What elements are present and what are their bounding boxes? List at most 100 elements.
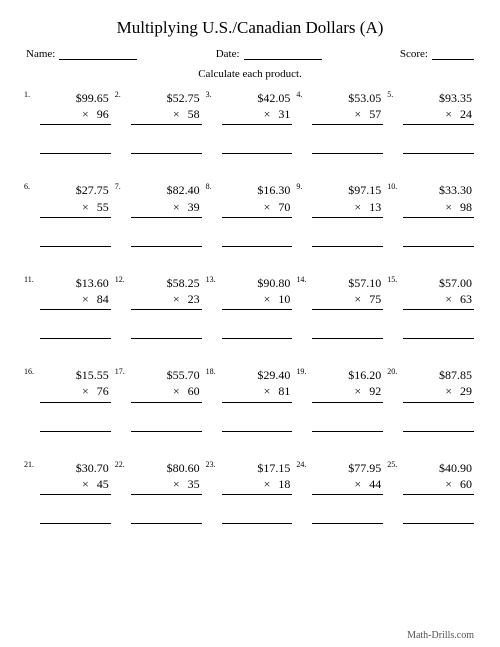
rule-answer: [131, 246, 202, 247]
score-blank[interactable]: [432, 48, 474, 60]
bottom-row: ×70: [222, 199, 291, 215]
operands: $33.30× 98: [403, 182, 474, 214]
multiply-sign: ×: [173, 476, 180, 492]
bottom-operand: 13: [369, 199, 381, 215]
problem-number: 8.: [206, 182, 212, 191]
rule-top: [222, 217, 293, 218]
bottom-operand: 92: [369, 383, 381, 399]
multiply-sign: ×: [354, 291, 361, 307]
problem-number: 17.: [115, 367, 125, 376]
bottom-row: ×31: [222, 106, 291, 122]
bottom-operand: 55: [97, 199, 109, 215]
operands: $15.55×76: [40, 367, 111, 399]
bottom-row: ×24: [403, 106, 472, 122]
problem-number: 3.: [206, 90, 212, 99]
problem-number: 10.: [387, 182, 397, 191]
bottom-row: ×55: [40, 199, 109, 215]
problem: 23.$17.15×18: [208, 460, 293, 524]
rule-top: [312, 124, 383, 125]
rule-answer: [312, 431, 383, 432]
rule-answer: [131, 523, 202, 524]
bottom-operand: 31: [278, 106, 290, 122]
problem: 6.$27.75×55: [26, 182, 111, 246]
rule-answer: [222, 246, 293, 247]
operands: $13.60×84: [40, 275, 111, 307]
problem: 17.$55.70×60: [117, 367, 202, 431]
multiply-sign: ×: [445, 476, 452, 492]
problem: 16.$15.55×76: [26, 367, 111, 431]
multiply-sign: ×: [173, 106, 180, 122]
multiply-sign: ×: [445, 199, 452, 215]
bottom-row: ×23: [131, 291, 200, 307]
bottom-row: ×39: [131, 199, 200, 215]
operands: $87.85× 29: [403, 367, 474, 399]
problem: 4.$53.05×57: [298, 90, 383, 154]
problem-number: 5.: [387, 90, 393, 99]
multiply-sign: ×: [445, 106, 452, 122]
operands: $16.30×70: [222, 182, 293, 214]
top-operand: $97.15: [312, 182, 381, 198]
multiply-sign: ×: [354, 383, 361, 399]
bottom-row: ×76: [40, 383, 109, 399]
problem: 3.$42.05×31: [208, 90, 293, 154]
problem-number: 7.: [115, 182, 121, 191]
top-operand: $57.10: [312, 275, 381, 291]
bottom-operand: 29: [460, 383, 472, 399]
problem-number: 15.: [387, 275, 397, 284]
rule-top: [40, 124, 111, 125]
top-operand: $87.85: [403, 367, 472, 383]
problem-number: 1.: [24, 90, 30, 99]
operands: $80.60×35: [131, 460, 202, 492]
name-blank[interactable]: [59, 48, 137, 60]
bottom-row: ×96: [40, 106, 109, 122]
date-blank[interactable]: [244, 48, 322, 60]
rule-top: [312, 217, 383, 218]
rule-top: [403, 124, 474, 125]
problem-number: 25.: [387, 460, 397, 469]
operands: $52.75×58: [131, 90, 202, 122]
bottom-row: ×60: [403, 476, 472, 492]
bottom-row: ×60: [131, 383, 200, 399]
multiply-sign: ×: [354, 106, 361, 122]
top-operand: $58.25: [131, 275, 200, 291]
operands: $40.90×60: [403, 460, 474, 492]
problem-number: 23.: [206, 460, 216, 469]
rule-top: [40, 494, 111, 495]
top-operand: $15.55: [40, 367, 109, 383]
rule-answer: [403, 338, 474, 339]
multiply-sign: ×: [264, 291, 271, 307]
operands: $58.25×23: [131, 275, 202, 307]
name-label: Name:: [26, 48, 55, 60]
top-operand: $13.60: [40, 275, 109, 291]
bottom-operand: 98: [460, 199, 472, 215]
bottom-operand: 63: [460, 291, 472, 307]
bottom-operand: 84: [97, 291, 109, 307]
rule-answer: [40, 246, 111, 247]
top-operand: $40.90: [403, 460, 472, 476]
rule-top: [312, 402, 383, 403]
multiply-sign: ×: [82, 383, 89, 399]
bottom-operand: 81: [278, 383, 290, 399]
problem: 20.$87.85×29: [389, 367, 474, 431]
operands: $90.80×10: [222, 275, 293, 307]
bottom-operand: 45: [97, 476, 109, 492]
multiply-sign: ×: [445, 383, 452, 399]
bottom-row: ×35: [131, 476, 200, 492]
top-operand: $82.40: [131, 182, 200, 198]
top-operand: $80.60: [131, 460, 200, 476]
rule-top: [131, 124, 202, 125]
bottom-row: ×58: [131, 106, 200, 122]
top-operand: $33.30: [403, 182, 472, 198]
rule-top: [222, 124, 293, 125]
bottom-operand: 44: [369, 476, 381, 492]
rule-answer: [222, 431, 293, 432]
operands: $77.95×44: [312, 460, 383, 492]
bottom-operand: 96: [97, 106, 109, 122]
operands: $53.05×57: [312, 90, 383, 122]
top-operand: $93.35: [403, 90, 472, 106]
problem: 11.$13.60×84: [26, 275, 111, 339]
bottom-row: × 29: [403, 383, 472, 399]
problem-number: 6.: [24, 182, 30, 191]
bottom-row: × 98: [403, 199, 472, 215]
top-operand: $53.05: [312, 90, 381, 106]
